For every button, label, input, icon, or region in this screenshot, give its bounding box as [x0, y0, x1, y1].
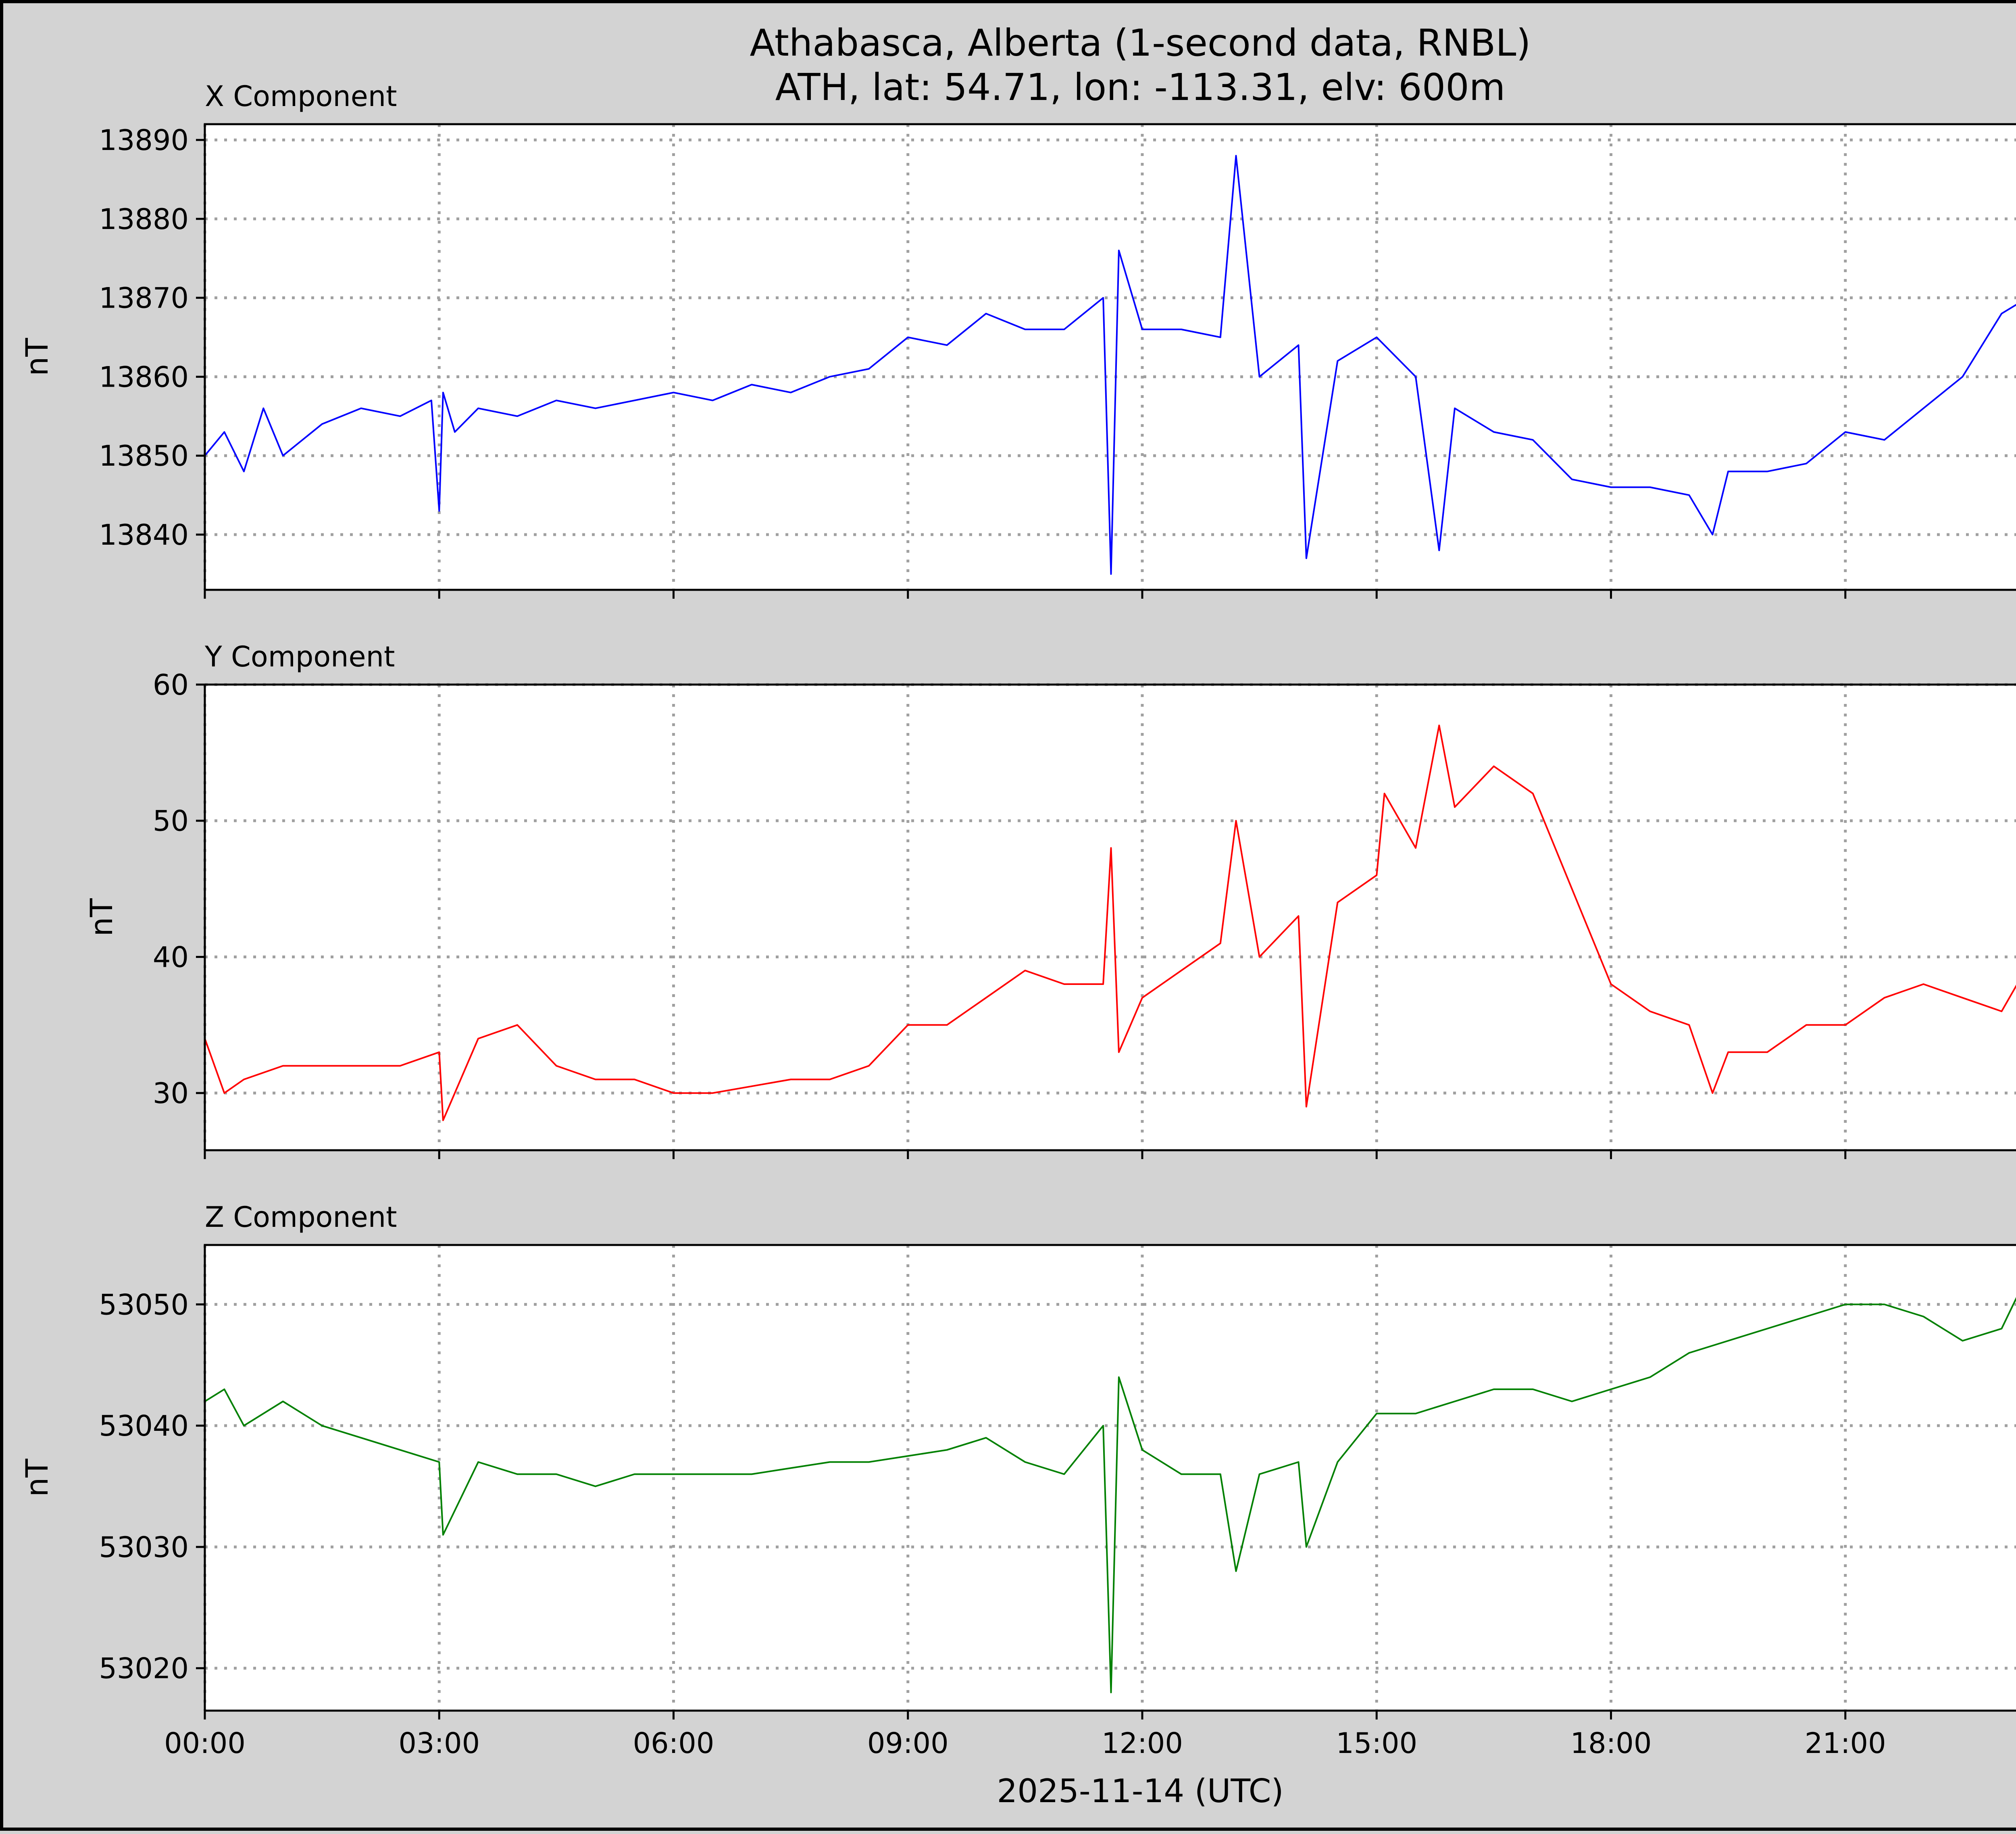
y-tick-label: 13880 — [99, 203, 189, 236]
y-axis-label: nT — [19, 1459, 55, 1497]
y-tick-label: 50 — [153, 805, 189, 838]
y-tick-label: 53030 — [99, 1531, 189, 1564]
panel-1: 30 40 50 60 Y Component nT — [83, 640, 2016, 1159]
x-tick-label: 09:00 — [867, 1727, 949, 1760]
panel-2: 00:00 03:00 06:00 09:00 12:00 15:00 18:00 21:00… — [19, 1201, 2016, 1760]
x-axis-label: 2025-11-14 (UTC) — [997, 1772, 1283, 1810]
figure-title-line2: ATH, lat: 54.71, lon: -113.31, elv: 600m — [775, 66, 1506, 109]
y-axis-label: nT — [83, 898, 119, 937]
y-tick-label: 30 — [153, 1077, 189, 1110]
x-tick-label: 06:00 — [633, 1727, 714, 1760]
y-tick-label: 53040 — [99, 1409, 189, 1443]
y-tick-label: 60 — [153, 668, 189, 702]
x-tick-label: 21:00 — [1805, 1727, 1886, 1760]
panel-0: 13840 13850 13860 13870 13880 13890 X Componen… — [19, 80, 2016, 599]
y-tick-label: 13850 — [99, 439, 189, 473]
y-tick-label: 40 — [153, 941, 189, 974]
plot-area — [205, 124, 2016, 590]
plot-frame — [204, 683, 2016, 1151]
x-tick-label: 03:00 — [398, 1727, 480, 1760]
panels: 13840 13850 13860 13870 13880 13890 X Componen… — [19, 80, 2016, 1760]
y-tick-label: 13860 — [99, 360, 189, 393]
plot-frame — [204, 1244, 2016, 1712]
series-line — [204, 724, 2016, 1121]
panel-title: X Component — [205, 80, 397, 113]
plot-frame — [204, 123, 2016, 591]
x-tick-label: 15:00 — [1336, 1727, 1417, 1760]
series-line — [204, 155, 2016, 575]
chart-svg: Athabasca, Alberta (1-second data, RNBL)… — [19, 21, 2016, 1810]
plot-area — [205, 1245, 2016, 1711]
y-tick-label: 53020 — [99, 1652, 189, 1685]
x-tick-label: 12:00 — [1102, 1727, 1183, 1760]
x-tick-label: 00:00 — [164, 1727, 246, 1760]
figure-title-line1: Athabasca, Alberta (1-second data, RNBL) — [750, 21, 1531, 65]
series-line — [204, 1297, 2016, 1693]
x-tick-label: 18:00 — [1570, 1727, 1652, 1760]
y-tick-label: 13870 — [99, 282, 189, 315]
y-axis-label: nT — [19, 338, 55, 376]
y-tick-label: 53050 — [99, 1288, 189, 1321]
panel-title: Y Component — [204, 640, 395, 673]
y-tick-label: 13890 — [99, 124, 189, 157]
panel-title: Z Component — [205, 1201, 397, 1234]
y-tick-label: 13840 — [99, 518, 189, 552]
plot-area — [205, 685, 2016, 1150]
